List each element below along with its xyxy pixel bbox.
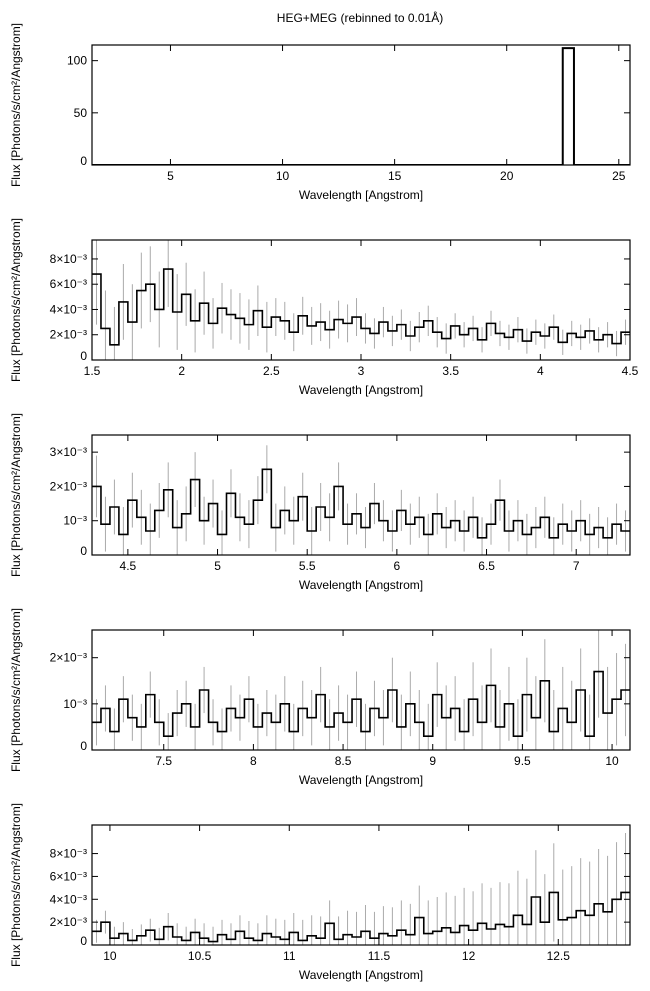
flux-histogram: [92, 47, 630, 165]
plot-frame: [91, 44, 631, 166]
x-tick-label: 15: [388, 169, 402, 183]
x-tick-label: 2.5: [263, 364, 280, 378]
spectrum-data: [92, 240, 630, 360]
x-tick-label: 11: [283, 949, 296, 963]
x-tick-label: 3: [358, 364, 365, 378]
y-tick-label: 50: [74, 106, 88, 120]
x-tick-label: 8.5: [335, 754, 352, 768]
x-tick-label: 8: [250, 754, 257, 768]
flux-histogram: [92, 268, 630, 346]
y-tick-label: 2×10⁻³: [50, 651, 87, 665]
y-tick-label: 0: [80, 739, 87, 753]
y-tick-label: 4×10⁻³: [50, 892, 87, 906]
y-tick-label: 4×10⁻³: [50, 302, 87, 316]
x-tick-label: 4.5: [622, 364, 639, 378]
x-tick-label: 25: [612, 169, 626, 183]
y-tick-label: 0: [80, 544, 87, 558]
x-tick-label: 11.5: [368, 949, 391, 963]
y-axis-label: Flux [Photons/s/cm²/Angstrom]: [9, 608, 23, 772]
x-tick-label: 6: [394, 559, 401, 573]
x-tick-label: 12: [462, 949, 476, 963]
y-tick-label: 8×10⁻³: [50, 847, 87, 861]
spectrum-data: [92, 630, 630, 750]
x-tick-label: 4.5: [120, 559, 137, 573]
x-tick-label: 9: [429, 754, 436, 768]
x-tick-label: 20: [500, 169, 514, 183]
x-tick-label: 4: [537, 364, 544, 378]
flux-histogram: [92, 891, 630, 943]
spectrum-data: [92, 833, 630, 945]
y-tick-label: 100: [67, 54, 87, 68]
y-axis-label: Flux [Photons/s/cm²/Angstrom]: [9, 218, 23, 382]
y-tick-label: 8×10⁻³: [50, 252, 87, 266]
y-tick-label: 0: [80, 154, 87, 168]
y-tick-label: 0: [80, 934, 87, 948]
y-tick-label: 3×10⁻³: [50, 445, 87, 459]
x-tick-label: 7.5: [155, 754, 172, 768]
x-axis-label: Wavelength [Angstrom]: [299, 773, 423, 787]
spectrum-data: [92, 47, 630, 165]
panel-5: 10 10.5 11 11.5 12 12.5 0 2×10⁻³ 4×10⁻³ 6×10⁻³ 8×1…: [9, 803, 631, 982]
plot-frame: [91, 824, 631, 946]
y-tick-label: 10⁻³: [63, 514, 87, 528]
flux-histogram: [92, 468, 630, 539]
x-tick-label: 6.5: [478, 559, 495, 573]
x-axis-label: Wavelength [Angstrom]: [299, 383, 423, 397]
plot-frame: [91, 629, 631, 751]
y-axis-label: Flux [Photons/s/cm²/Angstrom]: [9, 803, 23, 967]
panel-1: 5 10 15 20 25 0 50 100 Wavelength [Angstrom] Flux…: [9, 23, 631, 202]
y-tick-label: 6×10⁻³: [50, 277, 87, 291]
x-tick-label: 12.5: [547, 949, 571, 963]
panel-4: 7.5 8 8.5 9 9.5 10 0 10⁻³ 2×10⁻³ Wavelength [Angs…: [9, 608, 631, 787]
x-axis-label: Wavelength [Angstrom]: [299, 968, 423, 982]
panel-2: 1.5 2 2.5 3 3.5 4 4.5 0 2×10⁻³ 4×10⁻³ 6×10⁻³ 8×10⁻³…: [9, 218, 639, 397]
y-tick-label: 6×10⁻³: [50, 869, 87, 883]
y-tick-label: 2×10⁻³: [50, 479, 87, 493]
x-tick-label: 10.5: [188, 949, 212, 963]
x-tick-label: 9.5: [514, 754, 531, 768]
x-tick-label: 3.5: [442, 364, 459, 378]
x-tick-label: 5.5: [299, 559, 316, 573]
y-tick-label: 2×10⁻³: [50, 328, 87, 342]
x-tick-label: 10: [276, 169, 290, 183]
x-tick-label: 7: [573, 559, 580, 573]
x-tick-label: 1.5: [84, 364, 101, 378]
plot-frame: [91, 434, 631, 556]
flux-histogram: [92, 670, 630, 737]
panel-3: 4.5 5 5.5 6 6.5 7 0 10⁻³ 2×10⁻³ 3×10⁻³ Wavelength …: [9, 413, 631, 592]
y-tick-label: 0: [80, 349, 87, 363]
x-tick-label: 5: [167, 169, 174, 183]
x-axis-label: Wavelength [Angstrom]: [299, 188, 423, 202]
y-axis-label: Flux [Photons/s/cm²/Angstrom]: [9, 413, 23, 577]
y-tick-label: 2×10⁻³: [50, 915, 87, 929]
x-tick-label: 10: [605, 754, 619, 768]
x-axis-label: Wavelength [Angstrom]: [299, 578, 423, 592]
spectrum-data: [92, 445, 630, 555]
chart-title: HEG+MEG (rebinned to 0.01Å): [277, 10, 443, 25]
x-tick-label: 10: [103, 949, 117, 963]
x-tick-label: 2: [178, 364, 185, 378]
y-tick-label: 10⁻³: [63, 697, 87, 711]
y-axis-label: Flux [Photons/s/cm²/Angstrom]: [9, 23, 23, 187]
x-tick-label: 5: [214, 559, 221, 573]
